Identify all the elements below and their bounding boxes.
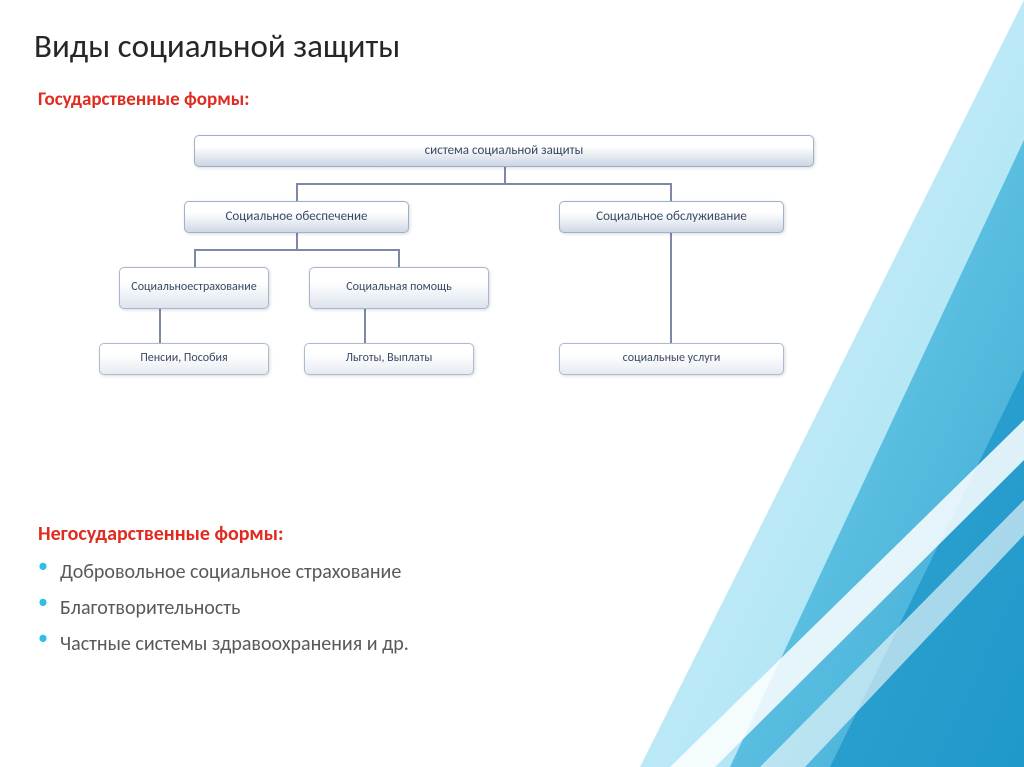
connector bbox=[194, 249, 400, 251]
bullet-item: Добровольное социальное страхование bbox=[38, 560, 409, 584]
connector bbox=[670, 233, 672, 343]
node-pensii: Пенсии, Пособия bbox=[99, 343, 269, 375]
slide: Виды социальной защиты Государственные ф… bbox=[0, 0, 1024, 767]
connector bbox=[296, 233, 298, 249]
connector bbox=[398, 249, 400, 267]
bullet-item: Благотворительность bbox=[38, 596, 409, 620]
connector bbox=[296, 183, 672, 185]
node-uslugi: социальные услуги bbox=[559, 343, 784, 375]
connector bbox=[504, 167, 506, 183]
node-obsl: Социальное обслуживание bbox=[559, 201, 784, 233]
connector bbox=[159, 309, 161, 343]
node-root: система социальной защиты bbox=[194, 135, 814, 167]
bullet-item: Частные системы здравоохранения и др. bbox=[38, 632, 409, 656]
node-strah: Социальноестрахование bbox=[119, 267, 269, 309]
nongov-block: Негосударственные формы: Добровольное со… bbox=[38, 522, 409, 668]
connector bbox=[194, 249, 196, 267]
node-obes: Социальное обеспечение bbox=[184, 201, 409, 233]
connector bbox=[296, 183, 298, 201]
node-pomosh: Социальная помощь bbox=[309, 267, 489, 309]
page-title: Виды социальной защиты bbox=[34, 26, 994, 66]
subtitle-government: Государственные формы: bbox=[38, 88, 994, 111]
node-lgoty: Льготы, Выплаты bbox=[304, 343, 474, 375]
subtitle-nongov: Негосударственные формы: bbox=[38, 522, 409, 546]
org-diagram: система социальной защиты Социальное обес… bbox=[79, 125, 919, 445]
connector bbox=[670, 183, 672, 201]
content-area: Виды социальной защиты Государственные ф… bbox=[34, 26, 994, 445]
nongov-list: Добровольное социальное страхование Благо… bbox=[38, 560, 409, 656]
connector bbox=[364, 309, 366, 343]
